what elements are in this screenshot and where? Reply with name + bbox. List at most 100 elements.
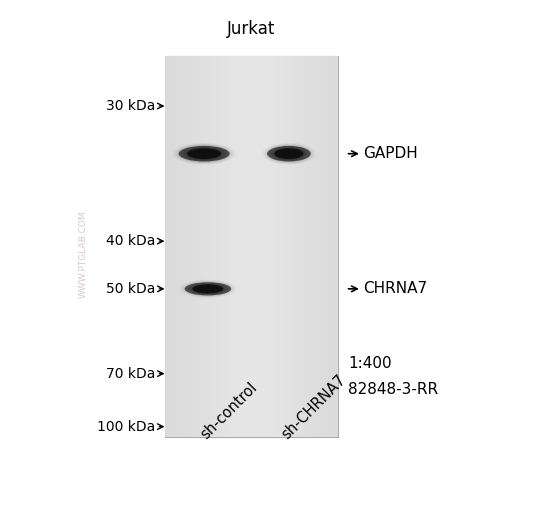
Text: 100 kDa: 100 kDa — [97, 420, 155, 434]
Text: 82848-3-RR: 82848-3-RR — [348, 382, 438, 397]
Ellipse shape — [274, 148, 303, 159]
Text: Jurkat: Jurkat — [227, 20, 275, 38]
Bar — [290, 56, 292, 437]
Bar — [249, 56, 251, 437]
Bar — [165, 56, 167, 437]
Ellipse shape — [281, 151, 297, 157]
Text: 40 kDa: 40 kDa — [106, 234, 155, 248]
Bar — [307, 56, 309, 437]
Bar — [303, 56, 305, 437]
Bar — [314, 56, 316, 437]
Bar — [329, 56, 331, 437]
Ellipse shape — [278, 149, 300, 158]
Bar — [206, 56, 208, 437]
Ellipse shape — [193, 149, 215, 158]
Ellipse shape — [274, 148, 303, 160]
Bar — [296, 56, 299, 437]
Bar — [201, 56, 204, 437]
Ellipse shape — [195, 285, 220, 293]
Ellipse shape — [269, 146, 308, 162]
Ellipse shape — [194, 284, 222, 294]
Bar — [240, 56, 242, 437]
Bar — [171, 56, 173, 437]
Ellipse shape — [183, 146, 225, 161]
Bar — [227, 56, 230, 437]
Bar — [182, 56, 184, 437]
Bar — [186, 56, 188, 437]
Ellipse shape — [184, 281, 232, 297]
Bar — [316, 56, 318, 437]
Text: GAPDH: GAPDH — [363, 146, 418, 161]
Ellipse shape — [279, 149, 299, 158]
Bar — [236, 56, 238, 437]
Bar — [331, 56, 333, 437]
Bar — [275, 56, 277, 437]
Bar — [230, 56, 232, 437]
Bar — [242, 56, 245, 437]
Bar — [208, 56, 210, 437]
Bar — [271, 56, 273, 437]
Bar — [165, 56, 338, 437]
Bar — [284, 56, 286, 437]
Bar — [184, 56, 186, 437]
Bar — [188, 56, 191, 437]
Text: CHRNA7: CHRNA7 — [363, 281, 428, 296]
Text: 30 kDa: 30 kDa — [106, 99, 155, 113]
Ellipse shape — [197, 151, 212, 156]
Bar — [195, 56, 197, 437]
Bar — [268, 56, 271, 437]
Bar — [312, 56, 314, 437]
Bar — [260, 56, 262, 437]
Ellipse shape — [268, 145, 310, 162]
Bar — [199, 56, 201, 437]
Bar — [214, 56, 217, 437]
Bar — [333, 56, 335, 437]
Ellipse shape — [189, 148, 219, 159]
Ellipse shape — [187, 148, 221, 160]
Bar — [238, 56, 240, 437]
Text: sh-control: sh-control — [197, 380, 260, 443]
Bar — [247, 56, 249, 437]
Bar — [245, 56, 247, 437]
Ellipse shape — [266, 144, 312, 163]
Text: WWW.PTGLAB.COM: WWW.PTGLAB.COM — [79, 210, 88, 298]
Bar — [180, 56, 182, 437]
Bar — [292, 56, 294, 437]
Bar — [325, 56, 327, 437]
Bar — [255, 56, 258, 437]
Bar — [212, 56, 214, 437]
Bar — [210, 56, 212, 437]
Ellipse shape — [273, 147, 305, 161]
Bar — [225, 56, 227, 437]
Text: sh-CHRNA7: sh-CHRNA7 — [278, 373, 348, 443]
Ellipse shape — [187, 148, 221, 159]
Ellipse shape — [178, 144, 231, 163]
Ellipse shape — [192, 284, 224, 294]
Ellipse shape — [189, 282, 227, 295]
Bar — [217, 56, 219, 437]
Bar — [223, 56, 225, 437]
Bar — [264, 56, 266, 437]
Bar — [197, 56, 199, 437]
Bar — [204, 56, 206, 437]
Bar — [266, 56, 268, 437]
Ellipse shape — [197, 286, 219, 292]
Bar — [176, 56, 178, 437]
Text: 1:400: 1:400 — [348, 356, 392, 370]
Ellipse shape — [194, 151, 214, 157]
Bar — [277, 56, 279, 437]
Bar — [309, 56, 312, 437]
Bar — [169, 56, 171, 437]
Bar — [262, 56, 264, 437]
Bar — [253, 56, 255, 437]
Ellipse shape — [267, 146, 311, 162]
Bar — [299, 56, 301, 437]
Bar — [288, 56, 290, 437]
Bar — [327, 56, 329, 437]
Bar — [318, 56, 320, 437]
Bar — [258, 56, 260, 437]
Ellipse shape — [179, 146, 230, 162]
Ellipse shape — [191, 283, 225, 295]
Bar — [294, 56, 296, 437]
Ellipse shape — [191, 149, 218, 158]
